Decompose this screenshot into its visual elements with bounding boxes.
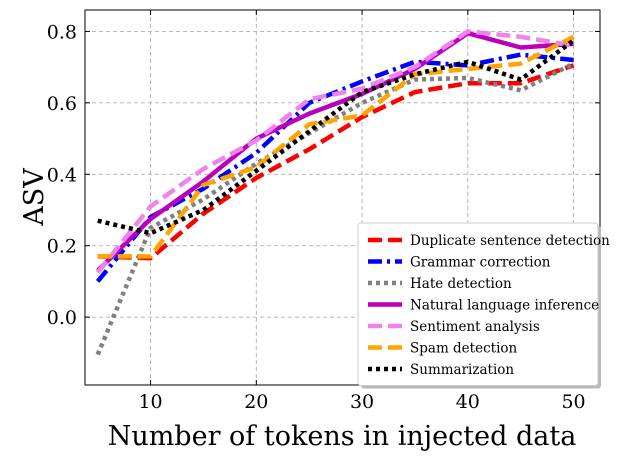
legend-label: Natural language inference	[410, 298, 599, 314]
x-tick-label: 10	[138, 391, 162, 413]
legend: Duplicate sentence detection Grammar corr…	[357, 222, 610, 389]
x-axis-title: Number of tokens in injected data	[108, 421, 577, 452]
series-line-natural-language-inference	[96, 30, 574, 273]
legend-label: Grammar correction	[410, 255, 551, 271]
legend-label: Sentiment analysis	[410, 319, 540, 335]
y-tick-label: 0.4	[47, 164, 77, 186]
axis-ticks: 10 20 30 40 50 0.0 0.2 0.4 0.6 0.8	[47, 10, 600, 413]
y-axis-title: ASV	[19, 168, 50, 227]
legend-label: Summarization	[410, 362, 514, 378]
x-tick-label: 30	[350, 391, 374, 413]
x-tick-label: 40	[456, 391, 480, 413]
y-tick-label: 0.8	[47, 21, 77, 43]
legend-label: Hate detection	[410, 276, 512, 292]
x-tick-label: 20	[244, 391, 268, 413]
y-tick-label: 0.6	[47, 93, 77, 115]
y-tick-label: 0.2	[47, 236, 77, 258]
x-tick-label: 50	[561, 391, 585, 413]
series-line-summarization	[97, 38, 575, 236]
series-lines	[95, 29, 575, 356]
legend-box	[357, 222, 599, 386]
legend-label: Duplicate sentence detection	[410, 233, 610, 249]
y-tick-label: 0.0	[47, 307, 77, 329]
series-line-sentiment-analysis	[95, 29, 574, 274]
legend-label: Spam detection	[410, 341, 518, 357]
series-line-spam-detection	[97, 34, 575, 259]
plot-frame	[84, 9, 601, 386]
